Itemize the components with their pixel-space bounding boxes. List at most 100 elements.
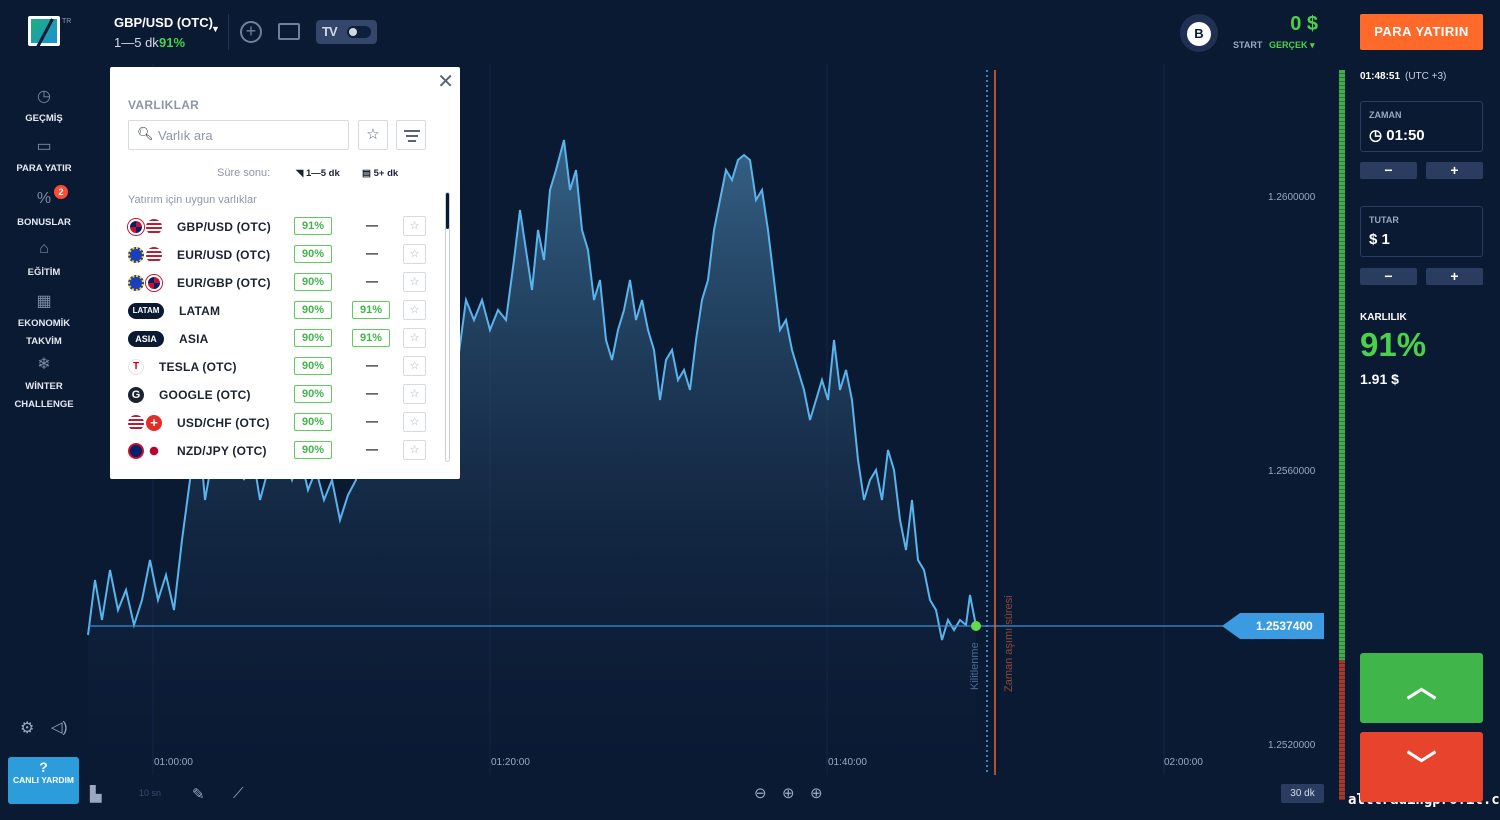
live-help-button[interactable]: ? CANLI YARDIM (8, 757, 79, 804)
bonus-letter-icon[interactable]: B (1187, 22, 1211, 46)
favorite-star-icon[interactable]: ☆ (403, 440, 426, 460)
account-balance[interactable]: 0 $ (1290, 13, 1318, 35)
zoom-out-icon[interactable]: ⊖ (754, 785, 767, 802)
price-tick: 1.2520000 (1268, 740, 1316, 751)
asset-profit-long: — (366, 358, 378, 372)
chevron-up-icon: ︿ (1406, 671, 1437, 704)
favorites-filter-button[interactable]: ☆ (358, 120, 388, 150)
asset-row[interactable]: EUR/GBP (OTC) 90% — ☆ (128, 269, 428, 297)
asset-name: EUR/GBP (OTC) (177, 276, 271, 290)
call-up-button[interactable]: ︿ (1360, 653, 1483, 723)
asset-row[interactable]: ASIA ASIA 90% 91% ☆ (128, 325, 428, 353)
broker-logo[interactable] (28, 16, 60, 50)
sidebar-item-history[interactable]: ◷ GEÇMİŞ (4, 86, 84, 126)
swiss-flag-icon: + (146, 415, 162, 431)
time-field[interactable]: ZAMAN ◷ 01:50 (1360, 101, 1483, 152)
favorite-star-icon[interactable]: ☆ (403, 328, 426, 348)
chevron-down-icon: ﹀ (1406, 750, 1437, 783)
amount-plus-button[interactable]: + (1426, 268, 1483, 285)
search-field[interactable]: 🔍︎ (128, 120, 349, 150)
asset-profit-short: 90% (294, 385, 332, 403)
price-line (87, 139, 977, 641)
chart-type-icon[interactable]: ▙ (90, 786, 102, 803)
asset-profit-long: — (366, 218, 378, 232)
toggle-knob (349, 28, 357, 36)
center-chart-icon[interactable]: ⊕ (782, 785, 795, 802)
up-volume-bar (1339, 70, 1345, 660)
asset-name: GBP/USD (OTC) (177, 220, 271, 234)
eu-flag-icon (128, 275, 144, 291)
time-minus-button[interactable]: − (1360, 162, 1417, 179)
live-help-label: CANLI YARDIM (13, 775, 74, 785)
drawing-tools-icon[interactable]: ⟋ (233, 785, 244, 802)
asset-row[interactable]: T TESLA (OTC) 90% — ☆ (128, 353, 428, 381)
current-price-tag (1222, 613, 1324, 639)
timeframe-button[interactable]: 30 dk (1281, 784, 1324, 803)
account-mode-selector[interactable]: GERÇEK ▾ (1269, 40, 1315, 50)
asset-profit-short: 90% (294, 273, 332, 291)
eu-flag-icon (128, 247, 144, 263)
gear-icon[interactable]: ⚙ (20, 720, 35, 737)
amount-field[interactable]: TUTAR $ 1 (1360, 206, 1483, 257)
index-tag: LATAM (128, 303, 164, 319)
asset-selector[interactable]: GBP/USD (OTC) (114, 15, 213, 30)
asset-row[interactable]: + USD/CHF (OTC) 90% — ☆ (128, 409, 428, 437)
asset-row[interactable]: LATAM LATAM 90% 91% ☆ (128, 297, 428, 325)
asset-row[interactable]: GBP/USD (OTC) 91% — ☆ (128, 213, 428, 241)
asset-name: LATAM (179, 304, 221, 318)
deposit-button[interactable]: PARA YATIRIN (1360, 14, 1483, 50)
favorite-star-icon[interactable]: ☆ (403, 356, 426, 376)
favorite-star-icon[interactable]: ☆ (403, 272, 426, 292)
asset-row[interactable]: EUR/USD (OTC) 90% — ☆ (128, 241, 428, 269)
calendar-icon: ▦ (36, 293, 52, 310)
put-down-button[interactable]: ﹀ (1360, 732, 1483, 802)
profit-amount: 1.91 $ (1360, 371, 1399, 387)
sidebar-item-bonuses[interactable]: % BONUSLAR (4, 190, 84, 230)
down-volume-bar (1339, 660, 1345, 800)
time-tick: 01:20:00 (491, 757, 530, 768)
favorite-star-icon[interactable]: ☆ (403, 300, 426, 320)
nz-flag-icon (128, 443, 144, 459)
uk-flag-icon (146, 275, 162, 291)
interval-label[interactable]: 10 sn (139, 788, 162, 798)
sidebar-item-deposit[interactable]: ▭ PARA YATIR (4, 136, 84, 176)
favorite-star-icon[interactable]: ☆ (403, 244, 426, 264)
education-icon: ⌂ (39, 240, 49, 257)
sound-icon[interactable]: ◁) (51, 719, 68, 736)
asset-row[interactable]: G GOOGLE (OTC) 90% — ☆ (128, 381, 428, 409)
favorite-star-icon[interactable]: ☆ (403, 216, 426, 236)
sidebar-item-challenge[interactable]: ❄ WİNTER CHALLENGE (4, 354, 84, 412)
search-input[interactable] (158, 122, 343, 148)
amount-minus-button[interactable]: − (1360, 268, 1417, 285)
asset-name: GOOGLE (OTC) (159, 388, 251, 402)
asset-profit: 91% (159, 35, 186, 50)
sidebar-item-education[interactable]: ⌂ EĞİTİM (4, 240, 84, 280)
scrollbar-track[interactable] (445, 192, 450, 462)
asset-row[interactable]: NZD/JPY (OTC) 90% — ☆ (128, 437, 428, 465)
asset-profit-long: — (366, 386, 378, 400)
asset-profit-short: 90% (294, 329, 332, 347)
layout-icon[interactable] (278, 23, 300, 40)
sidebar-item-label: WİNTER CHALLENGE (14, 381, 74, 410)
chevron-down-icon[interactable]: ▼ (211, 24, 220, 34)
sort-filter-button[interactable] (396, 120, 426, 150)
bonus-count-badge: 2 (54, 185, 68, 199)
tradingview-logo-icon: TV (322, 24, 338, 39)
add-chart-button[interactable]: + (240, 21, 262, 43)
sidebar-item-calendar[interactable]: ▦ EKONOMİK TAKVİM (4, 291, 84, 349)
ruler-icon[interactable]: ✎ (192, 786, 205, 803)
jp-flag-icon (146, 443, 162, 459)
us-flag-icon (128, 415, 144, 431)
sidebar-item-label: BONUSLAR (17, 217, 71, 228)
asset-name: ASIA (179, 332, 209, 346)
close-icon[interactable]: ✕ (437, 71, 454, 93)
time-tick: 01:40:00 (828, 757, 867, 768)
zoom-in-icon[interactable]: ⊕ (810, 785, 823, 802)
scrollbar-thumb[interactable] (446, 193, 449, 229)
us-flag-icon (146, 247, 162, 263)
favorite-star-icon[interactable]: ☆ (403, 412, 426, 432)
time-plus-button[interactable]: + (1426, 162, 1483, 179)
sidebar-item-label: EKONOMİK TAKVİM (17, 318, 71, 347)
favorite-star-icon[interactable]: ☆ (403, 384, 426, 404)
